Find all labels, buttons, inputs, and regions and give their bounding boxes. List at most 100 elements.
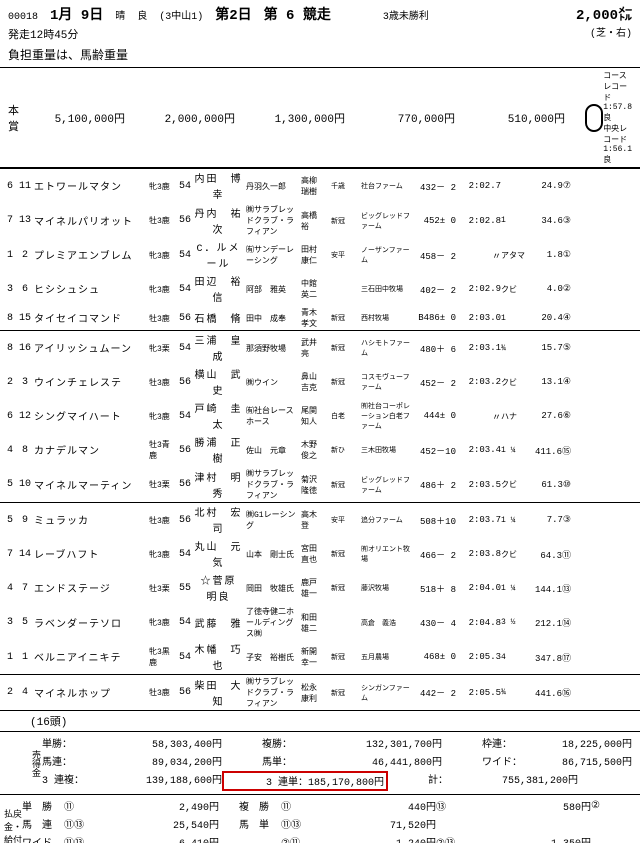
weight: 54 (171, 343, 191, 354)
jockey: 横山 武史 (191, 366, 246, 398)
margin: ¾ (501, 688, 531, 697)
sex-age: 牝3黒鹿 (149, 646, 171, 668)
last3f: 64.3⑪ (531, 548, 571, 561)
bracket: 8 (4, 343, 16, 354)
farm: シンガンファーム (361, 683, 411, 703)
owner: 宮田 直也 (301, 543, 331, 565)
sex-age: 牡3鹿 (149, 215, 171, 226)
bracket: 6 (4, 411, 16, 422)
trainer: 丹羽久一郎 (246, 181, 301, 192)
horse-name: ベルニアイニキテ (34, 649, 149, 665)
time: 2:03.8 (456, 549, 501, 559)
weight: 54 (171, 652, 191, 663)
horse-count: (16頭) (0, 711, 640, 731)
margin: 1 ¼ (501, 516, 531, 525)
results-table: 611エトワールマタン牝3鹿54内田 博幸丹羽久一郎高柳 瑞樹千歳社台ファーム4… (0, 168, 640, 711)
day-label: 第2日 (215, 4, 251, 24)
jockey: C．ルメール (191, 239, 246, 271)
race-date: 1月 9日 (50, 4, 103, 24)
jockey: 北村 宏司 (191, 504, 246, 536)
last3f: 27.6⑥ (531, 411, 571, 421)
farm: 追分ファーム (361, 515, 411, 525)
farm: 三木田牧場 (361, 445, 411, 455)
farm: 高倉 義浩 (361, 618, 411, 628)
farm: 藤沢牧場 (361, 583, 411, 593)
jockey: 三浦 皇成 (191, 332, 246, 364)
body-weight: 468± 0 (411, 652, 456, 662)
bred: 新冠 (331, 549, 361, 559)
horse-num: 8 (16, 445, 34, 456)
body-weight: B486± 0 (411, 313, 456, 323)
jockey: 津村 明秀 (191, 469, 246, 501)
bracket: 7 (4, 215, 16, 226)
bracket: 7 (4, 549, 16, 560)
margin: 3 ½ (501, 618, 531, 627)
body-weight: 402－ 2 (411, 283, 456, 296)
trainer: 那須野牧場 (246, 343, 301, 354)
body-weight: 444± 0 (411, 411, 456, 421)
horse-name: マイネルホップ (34, 685, 149, 701)
track-diagram (585, 104, 603, 132)
bracket: 4 (4, 445, 16, 456)
horse-name: エトワールマタン (34, 178, 149, 194)
owner: 田村 康仁 (301, 244, 331, 266)
last3f: 1.8① (531, 250, 571, 260)
bred: 安平 (331, 515, 361, 525)
time: 〃 (456, 410, 501, 423)
time: 2:02.8 (456, 216, 501, 226)
horse-num: 11 (16, 181, 34, 192)
time: 2:03.2 (456, 377, 501, 387)
time: 2:03.7 (456, 515, 501, 525)
sales-row: 馬連：89,034,200円馬単：46,441,800円ワイド：86,715,5… (42, 752, 636, 770)
time: 2:04.0 (456, 583, 501, 593)
horse-num: 12 (16, 411, 34, 422)
horse-name: ミュラッカ (34, 512, 149, 528)
time: 2:05.3 (456, 652, 501, 662)
bracket: 1 (4, 250, 16, 261)
owner: 菊沢 隆徳 (301, 474, 331, 496)
owner: 高柳 瑞樹 (301, 175, 331, 197)
farm: 社台ファーム (361, 181, 411, 191)
sex-age: 牝3鹿 (149, 411, 171, 422)
owner: 武井 亮 (301, 337, 331, 359)
bred: 新冠 (331, 313, 361, 323)
sales-row: 3 連複：139,188,600円3 連単：185,170,800円計：755,… (42, 770, 636, 792)
sales-label: 売得金 (4, 734, 42, 792)
weight: 54 (171, 617, 191, 628)
result-row: 611エトワールマタン牝3鹿54内田 博幸丹羽久一郎高柳 瑞樹千歳社台ファーム4… (0, 169, 640, 203)
horse-name: タイセイコマンド (34, 310, 149, 326)
race-label: 第 6 競走 (264, 4, 331, 24)
margin: ハナ (501, 411, 531, 422)
trainer: 佐山 元章 (246, 445, 301, 456)
time: 〃 (456, 249, 501, 262)
bracket: 8 (4, 313, 16, 324)
jockey: 武藤 雅 (191, 615, 246, 631)
horse-num: 7 (16, 583, 34, 594)
margin: クビ (501, 377, 531, 388)
farm: ㈲社台コーポレーション白老ファーム (361, 401, 411, 431)
horse-num: 1 (16, 652, 34, 663)
horse-name: ヒシシュシュ (34, 281, 149, 297)
farm: 西村牧場 (361, 313, 411, 323)
race-id: 00018 (8, 12, 38, 23)
last3f: 61.3⑩ (531, 480, 571, 490)
sex-age: 牡3鹿 (149, 377, 171, 388)
horse-name: エンドステージ (34, 580, 149, 596)
last3f: 144.1⑬ (531, 582, 571, 595)
bracket: 3 (4, 617, 16, 628)
bred: 新冠 (331, 652, 361, 662)
last3f: 15.7⑤ (531, 343, 571, 353)
bred: 新冠 (331, 583, 361, 593)
time: 2:05.5 (456, 688, 501, 698)
sales-section: 売得金 単勝：58,303,400円複勝：132,301,700円枠連：18,2… (0, 731, 640, 795)
result-row: 48カナデルマン牡3青鹿56勝浦 正樹佐山 元章木野 俊之新ひ三木田牧場452－… (0, 433, 640, 467)
weight: 56 (171, 445, 191, 456)
result-row: 714レーブハフト牝3鹿54丸山 元気山本 剛士氏宮田 直也新冠㈲オリエント牧場… (0, 537, 640, 571)
weight: 54 (171, 250, 191, 261)
sex-age: 牝3鹿 (149, 181, 171, 192)
trainer: ㈱サラブレッドクラブ・ラフィアン (246, 468, 301, 501)
payout-row: ワイド⑪⑬6,410円②⑪1,240円②⑬1,350円 (22, 833, 640, 843)
prize-label: 本 賞 (8, 102, 19, 134)
result-row: 24マイネルホップ牡3鹿56柴田 大知㈱サラブレッドクラブ・ラフィアン松永 康利… (0, 675, 640, 710)
result-row: 510マイネルマーティン牡3栗56津村 明秀㈱サラブレッドクラブ・ラフィアン菊沢… (0, 467, 640, 502)
